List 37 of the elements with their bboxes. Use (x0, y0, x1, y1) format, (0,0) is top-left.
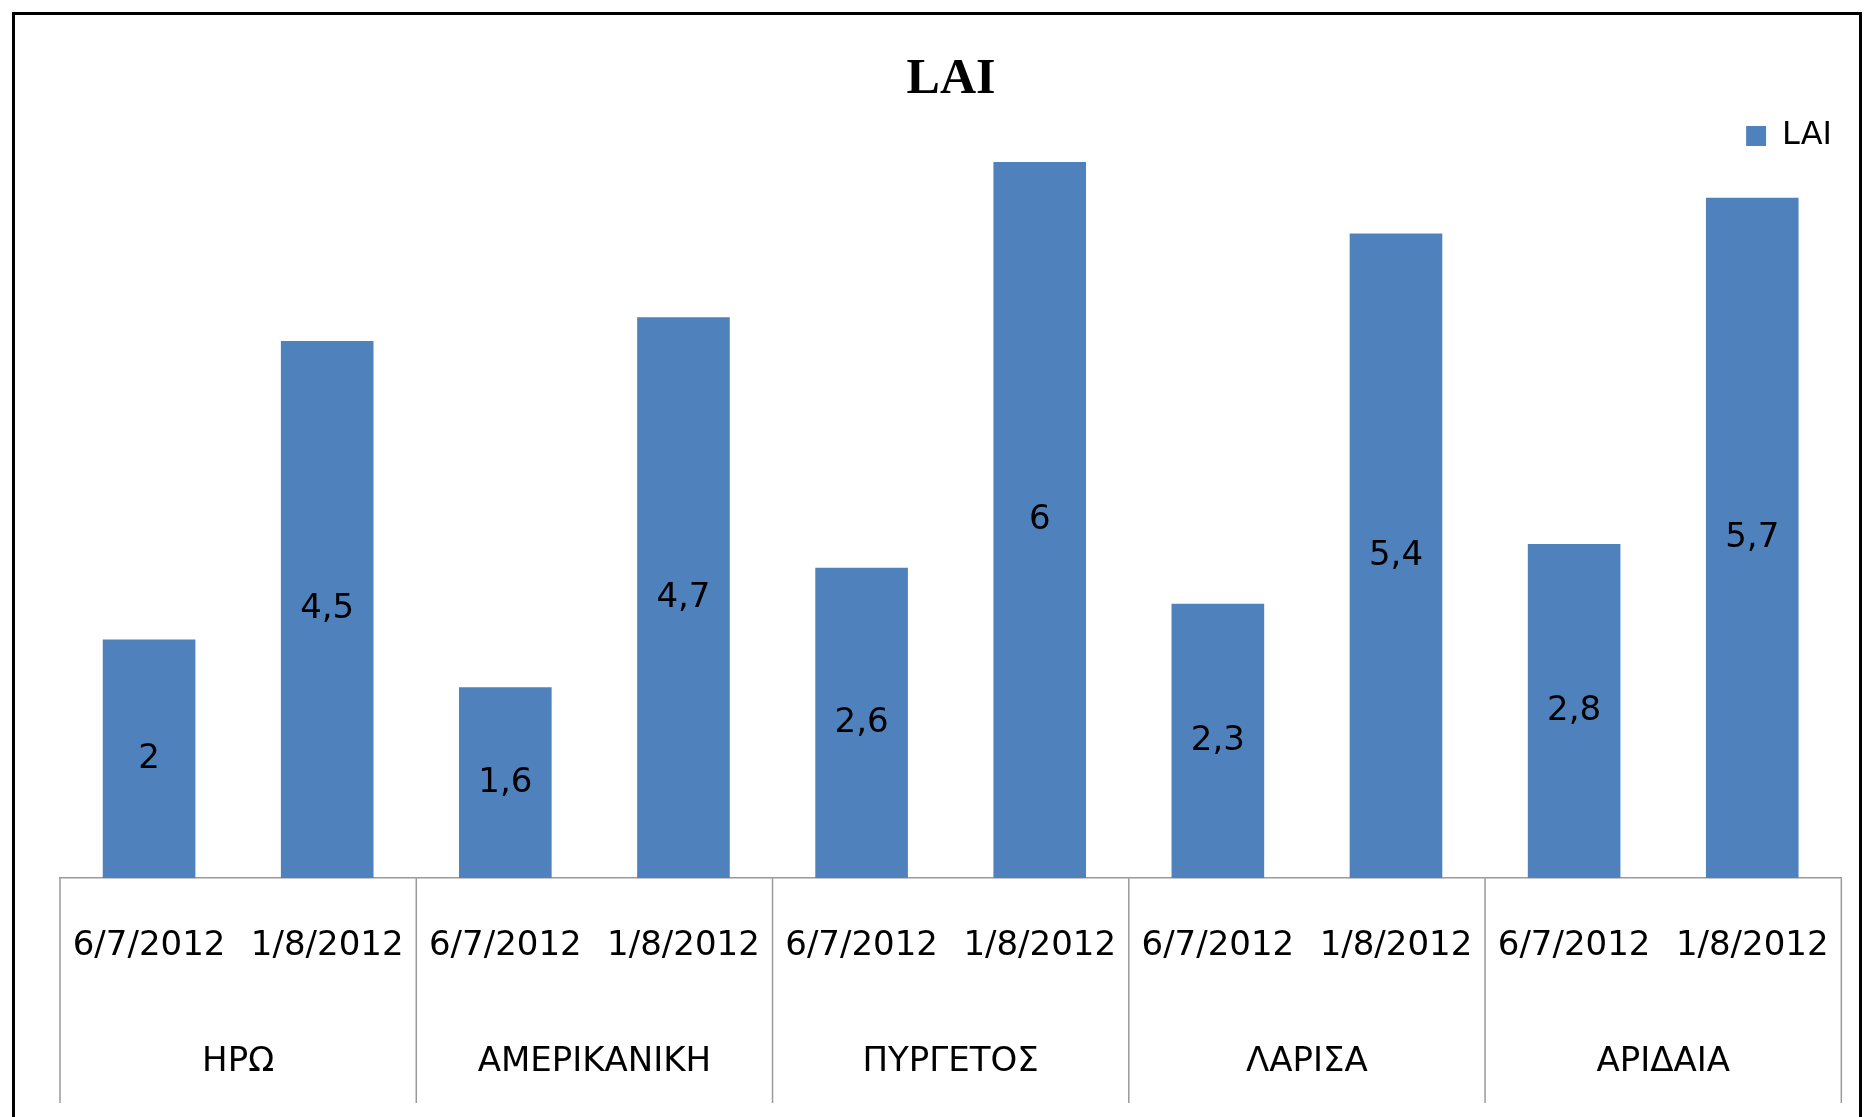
bar (993, 162, 1087, 879)
data-label: 2 (138, 735, 160, 776)
data-label: 4,5 (300, 586, 355, 627)
data-label: 5,7 (1725, 514, 1780, 555)
bar (280, 341, 374, 879)
data-label: 2,8 (1547, 687, 1602, 728)
x-tick-label: 6/7/2012 (428, 923, 582, 964)
bar (1527, 543, 1621, 879)
text: ΑΜΕΡΙΚΑΝΙΚΗ (477, 1038, 712, 1079)
bar (102, 639, 196, 879)
x-tick-label: 1/8/2012 (1675, 923, 1829, 964)
x-tick-label: 1/8/2012 (963, 923, 1117, 964)
text: ΗΡΩ (202, 1038, 275, 1079)
bar (1705, 197, 1799, 879)
chart-title: LAI (906, 47, 996, 104)
data-label: 6 (1028, 496, 1051, 537)
x-tick-label: 6/7/2012 (785, 923, 938, 964)
data-label: 2,6 (834, 699, 889, 740)
bar (815, 567, 908, 879)
x-tick-label: 6/7/2012 (72, 923, 226, 964)
bar (459, 687, 552, 879)
data-label: 2,3 (1190, 717, 1245, 758)
text: ΛΑΡΙΣΑ (1246, 1038, 1368, 1079)
bar (1349, 233, 1443, 879)
bar (637, 317, 730, 879)
x-tick-label: 1/8/2012 (1319, 923, 1473, 964)
legend-label: LAI (1782, 114, 1832, 153)
data-label: 1,6 (478, 759, 533, 800)
x-tick-label: 1/8/2012 (250, 923, 404, 964)
text: ΠΥΡΓΕΤΟΣ (862, 1038, 1039, 1079)
data-label: 5,4 (1368, 532, 1424, 573)
x-tick-label: 1/8/2012 (607, 923, 760, 964)
x-tick-label: 6/7/2012 (1141, 923, 1295, 964)
x-tick-label: 6/7/2012 (1497, 923, 1651, 964)
data-label: 4,7 (656, 574, 711, 615)
bar (1171, 603, 1265, 879)
text: ΑΡΙΔΑΙΑ (1596, 1038, 1730, 1079)
